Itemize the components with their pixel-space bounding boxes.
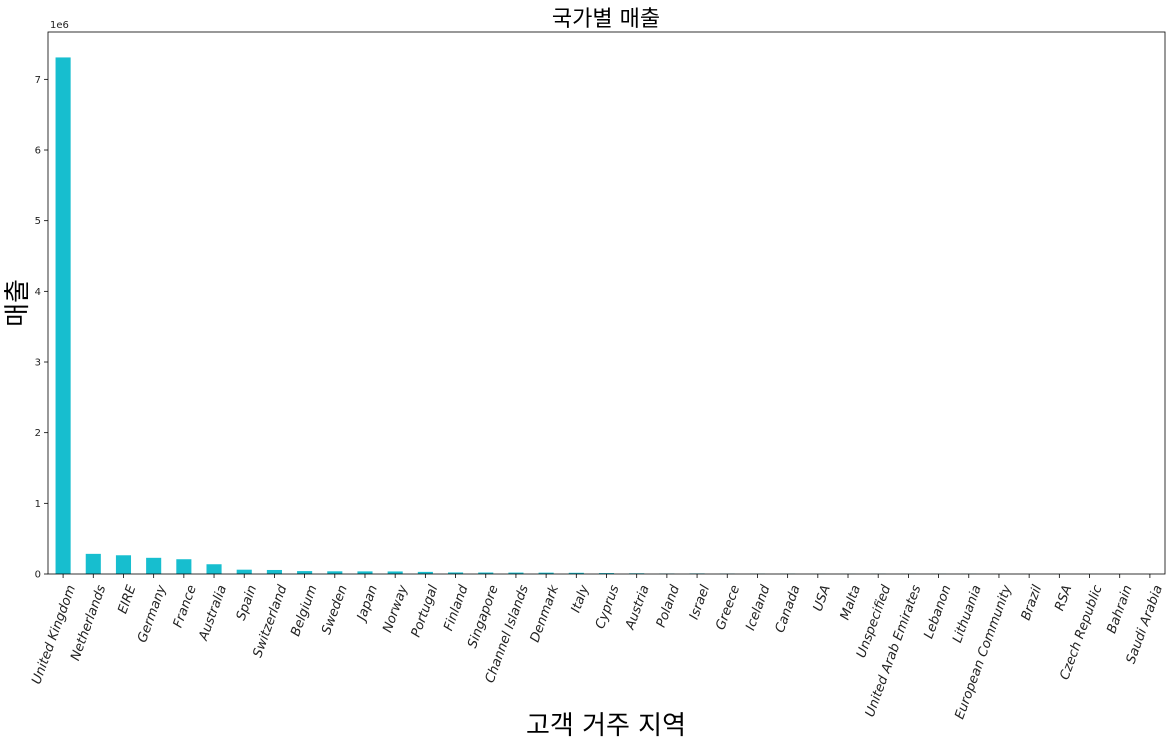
x-tick-label: Israel [687,583,713,622]
bar [236,569,252,574]
x-tick-label: Sweden [319,583,351,636]
x-tick-label: Spain [234,583,261,622]
bar [508,572,524,574]
x-tick-label: France [171,583,200,630]
bar [176,559,192,574]
x-tick-label: Italy [569,583,593,615]
y-tick-label: 6 [35,146,41,157]
x-tick-label: Brazil [1019,583,1046,623]
y-tick-label: 3 [35,358,41,369]
x-tick-label: Denmark [528,583,563,645]
x-tick-label: USA [811,583,834,613]
x-tick-label: EIRE [115,583,139,616]
bar [478,572,494,574]
y-tick-label: 5 [35,216,41,227]
x-tick-label: Lithuania [950,583,985,645]
bar [115,555,132,574]
x-tick-label: Cyprus [593,583,623,631]
y-axis-offset-label: 1e6 [50,20,69,31]
bar [266,569,282,574]
bar [206,564,222,574]
bar [297,571,313,574]
bar [387,571,403,574]
x-tick-label: Lebanon [921,583,954,641]
x-tick-label: Finland [441,583,472,633]
bar [85,553,101,574]
x-tick-label: Belgium [288,583,320,638]
x-tick-label: European Community [952,583,1015,721]
x-tick-label: RSA [1052,583,1075,613]
bar [538,572,554,574]
x-tick-label: Greece [713,583,743,632]
plot-frame [47,31,1166,575]
x-tick-label: Norway [380,583,411,635]
bar [568,572,584,574]
bar [417,571,433,574]
bars-group [55,57,1158,574]
x-tick-label: Poland [654,583,683,630]
x-tick-label: Portugal [409,583,442,640]
x-axis-label: 고객 거주 지역 [526,711,686,741]
x-tick-label: Japan [353,583,381,625]
x-tick-label: Canada [773,583,804,635]
bar [327,571,343,574]
bar [55,57,71,574]
x-tick-label: Australia [196,583,230,643]
bar [598,573,615,574]
y-tick-label: 0 [35,570,41,581]
bar [146,557,162,574]
x-tick-label: Malta [838,583,864,622]
x-tick-label: Bahrain [1104,583,1135,635]
bar [448,572,464,574]
x-tick-label: Austria [623,583,653,632]
x-tick-label: United Kingdom [29,583,79,686]
x-tick-label: Germany [135,583,170,645]
bar [357,571,373,574]
y-axis-ticks: 0 1 2 3 4 5 6 7 [35,75,48,581]
y-tick-label: 4 [35,287,41,298]
y-tick-label: 1 [35,499,41,510]
y-tick-label: 2 [35,428,41,439]
chart-title: 국가별 매출 [552,7,660,32]
y-tick-label: 7 [35,75,41,86]
y-axis-label: 매출 [3,279,33,327]
x-tick-label: Iceland [743,583,773,633]
